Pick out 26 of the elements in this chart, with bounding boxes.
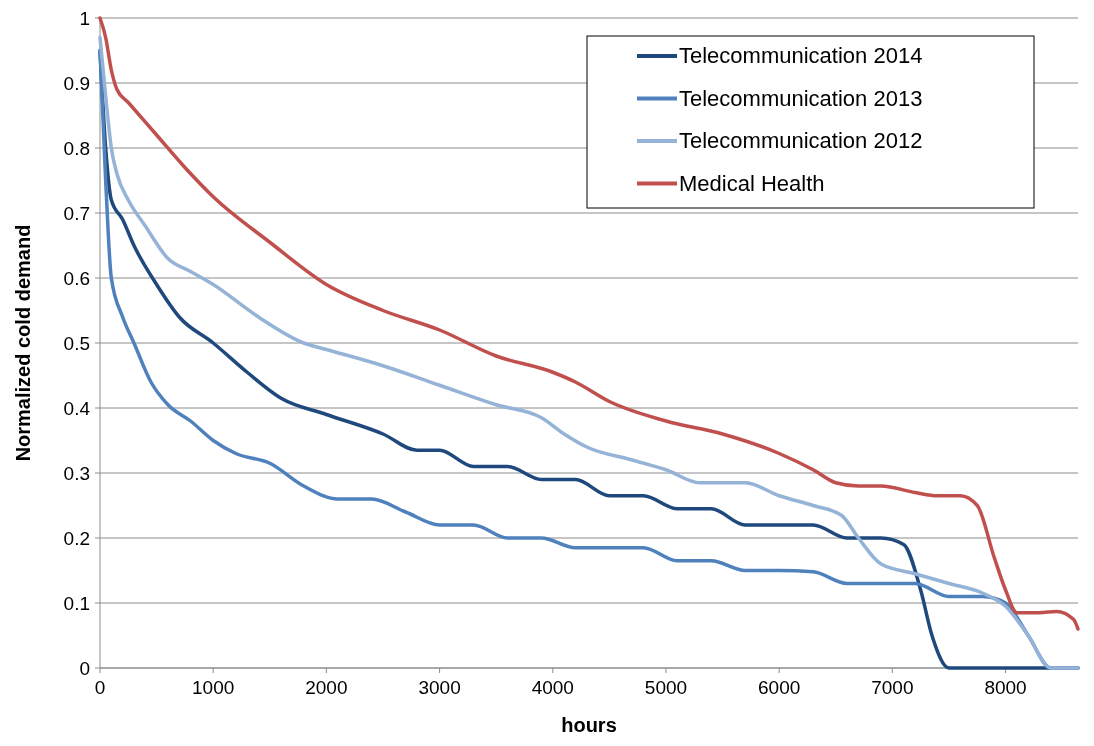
- x-tick-label: 3000: [418, 677, 461, 698]
- x-tick-label: 8000: [984, 677, 1027, 698]
- y-tick-label: 0.7: [63, 203, 90, 224]
- y-tick-label: 0.1: [63, 593, 90, 614]
- legend-label: Telecommunication 2013: [679, 85, 923, 111]
- y-tick-label: 0.5: [63, 333, 90, 354]
- x-tick-label: 1000: [192, 677, 235, 698]
- y-tick-label: 0.8: [63, 138, 90, 159]
- y-tick-label: 0.3: [63, 463, 90, 484]
- y-tick-label: 0.6: [63, 268, 90, 289]
- y-axis-title: Normalized cold demand: [12, 224, 34, 462]
- y-tick-label: 1: [79, 8, 90, 29]
- x-axis-title: hours: [561, 714, 617, 736]
- legend-label: Medical Health: [679, 170, 825, 196]
- y-tick-label: 0.2: [63, 528, 90, 549]
- x-tick-label: 7000: [871, 677, 914, 698]
- y-tick-label: 0: [79, 658, 90, 679]
- x-tick-label: 5000: [644, 677, 688, 698]
- y-tick-label: 0.9: [63, 73, 90, 94]
- legend-label: Telecommunication 2012: [679, 128, 923, 153]
- x-tick-label: 2000: [305, 677, 348, 698]
- x-tick-label: 4000: [531, 677, 574, 698]
- y-tick-label: 0.4: [63, 398, 91, 419]
- x-tick-label: 6000: [758, 677, 801, 698]
- legend-label: Telecommunication 2014: [679, 43, 923, 68]
- x-tick-label: 0: [94, 677, 106, 698]
